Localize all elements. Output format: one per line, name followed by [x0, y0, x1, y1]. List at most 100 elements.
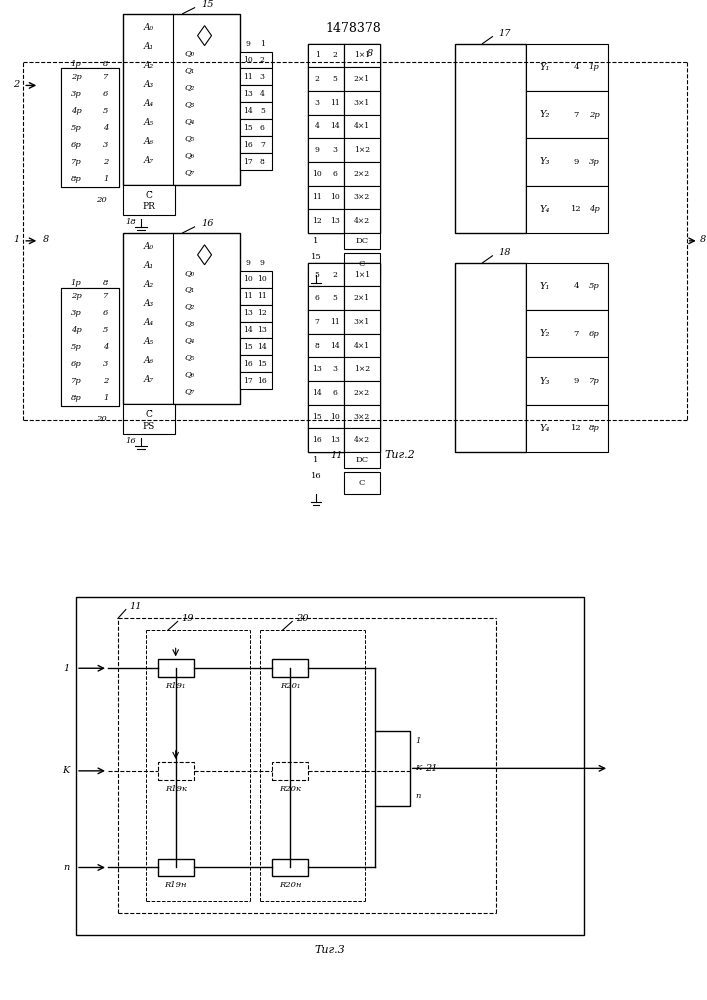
Bar: [61, 102, 119, 119]
Text: K: K: [62, 766, 70, 775]
Text: 11: 11: [129, 602, 142, 611]
Bar: [123, 404, 175, 434]
Bar: [240, 305, 272, 322]
Bar: [308, 138, 344, 162]
Text: Q₆: Q₆: [185, 370, 194, 378]
Bar: [344, 233, 380, 249]
Text: 1p: 1p: [71, 60, 81, 68]
Bar: [158, 859, 194, 876]
Bar: [272, 859, 308, 876]
Bar: [344, 472, 380, 494]
Text: 2: 2: [332, 271, 337, 279]
Text: 5: 5: [315, 271, 320, 279]
Text: 1×1: 1×1: [354, 271, 370, 279]
Text: 1: 1: [260, 40, 265, 48]
Bar: [455, 263, 526, 452]
Bar: [240, 119, 272, 136]
Text: 2×1: 2×1: [354, 75, 370, 83]
Bar: [61, 68, 119, 187]
Bar: [308, 209, 344, 233]
Text: 7: 7: [260, 141, 265, 149]
Bar: [308, 381, 344, 405]
Text: Q₆: Q₆: [185, 151, 194, 159]
Text: 2: 2: [13, 80, 19, 89]
Text: 16: 16: [257, 377, 267, 385]
Text: 15: 15: [243, 124, 253, 132]
Bar: [526, 357, 608, 405]
Bar: [344, 310, 380, 334]
Bar: [308, 263, 344, 286]
Bar: [61, 288, 119, 406]
Bar: [240, 271, 272, 288]
Bar: [61, 170, 119, 187]
Bar: [526, 138, 608, 186]
Text: 2: 2: [103, 158, 109, 166]
Text: Q₁: Q₁: [185, 286, 194, 294]
Text: 9: 9: [573, 377, 579, 385]
Text: 3p: 3p: [589, 158, 600, 166]
Text: 3: 3: [332, 365, 337, 373]
Text: 11: 11: [257, 292, 267, 300]
Text: 3: 3: [332, 146, 337, 154]
Text: 1: 1: [315, 51, 320, 59]
Text: 7: 7: [573, 111, 579, 119]
Text: 1: 1: [313, 237, 319, 245]
Text: 12: 12: [571, 424, 581, 432]
Text: 5: 5: [332, 75, 337, 83]
Text: 6: 6: [315, 294, 320, 302]
Text: 20: 20: [296, 614, 308, 623]
Bar: [344, 162, 380, 186]
Bar: [240, 136, 272, 153]
Bar: [123, 185, 175, 215]
Bar: [344, 186, 380, 209]
Text: 3×1: 3×1: [354, 318, 370, 326]
Bar: [240, 52, 272, 68]
Text: 8: 8: [43, 235, 49, 244]
Bar: [375, 731, 410, 806]
Text: 15: 15: [311, 253, 322, 261]
Text: A₄: A₄: [144, 99, 154, 108]
Text: 9: 9: [246, 259, 251, 267]
Text: 1: 1: [63, 664, 69, 673]
Text: 4p: 4p: [71, 326, 81, 334]
Text: 7p: 7p: [71, 158, 81, 166]
Text: 3: 3: [103, 141, 109, 149]
Bar: [61, 389, 119, 406]
Text: 8: 8: [367, 49, 373, 58]
Text: Y₃: Y₃: [539, 377, 549, 386]
Text: R20н: R20н: [279, 881, 301, 889]
Bar: [158, 659, 194, 677]
Bar: [240, 85, 272, 102]
Bar: [344, 67, 380, 91]
Text: 13: 13: [330, 217, 340, 225]
Text: 7p: 7p: [71, 377, 81, 385]
Text: 2×2: 2×2: [354, 389, 370, 397]
Text: 2p: 2p: [71, 73, 81, 81]
Text: Q₁: Q₁: [185, 66, 194, 74]
Text: 13: 13: [243, 309, 253, 317]
Text: 5p: 5p: [71, 124, 81, 132]
Bar: [526, 405, 608, 452]
Bar: [308, 286, 344, 310]
Bar: [344, 334, 380, 357]
Text: 7: 7: [103, 73, 109, 81]
Bar: [272, 762, 308, 780]
Bar: [61, 355, 119, 372]
Bar: [308, 67, 344, 91]
Bar: [61, 85, 119, 102]
Text: 3p: 3p: [71, 90, 81, 98]
Text: 10: 10: [330, 193, 340, 201]
Text: 6: 6: [332, 389, 337, 397]
Text: 4: 4: [315, 122, 320, 130]
Text: Q₇: Q₇: [185, 387, 194, 395]
Text: 3: 3: [103, 360, 109, 368]
Text: A₁: A₁: [144, 42, 154, 51]
Text: 2: 2: [260, 56, 265, 64]
Text: 16: 16: [201, 219, 214, 228]
Text: 4×2: 4×2: [354, 436, 370, 444]
Text: 4: 4: [573, 63, 579, 71]
Text: C̅: C̅: [146, 410, 152, 419]
Text: Y₄: Y₄: [539, 205, 549, 214]
Text: 2: 2: [315, 75, 320, 83]
Bar: [76, 597, 584, 935]
